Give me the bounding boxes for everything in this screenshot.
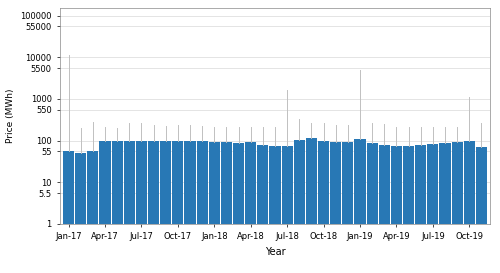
- Bar: [306, 138, 317, 224]
- Bar: [282, 146, 292, 224]
- Bar: [208, 143, 220, 224]
- Bar: [124, 141, 135, 224]
- Bar: [428, 144, 438, 224]
- Bar: [172, 141, 184, 224]
- Bar: [415, 145, 426, 224]
- Bar: [100, 141, 110, 224]
- Bar: [148, 141, 159, 224]
- Bar: [403, 146, 414, 224]
- Bar: [221, 143, 232, 224]
- Bar: [196, 141, 207, 224]
- Bar: [354, 139, 366, 224]
- X-axis label: Year: Year: [264, 247, 285, 257]
- Bar: [245, 143, 256, 224]
- Bar: [160, 141, 172, 224]
- Bar: [75, 153, 86, 224]
- Bar: [136, 141, 147, 224]
- Bar: [63, 151, 74, 224]
- Y-axis label: Price (MWh): Price (MWh): [6, 89, 15, 143]
- Bar: [258, 145, 268, 224]
- Bar: [270, 146, 280, 224]
- Bar: [366, 144, 378, 224]
- Bar: [330, 143, 342, 224]
- Bar: [378, 145, 390, 224]
- Bar: [318, 141, 329, 224]
- Bar: [464, 141, 475, 224]
- Bar: [342, 143, 353, 224]
- Bar: [233, 144, 244, 224]
- Bar: [184, 141, 196, 224]
- Bar: [391, 146, 402, 224]
- Bar: [440, 144, 450, 224]
- Bar: [294, 140, 305, 224]
- Bar: [87, 151, 99, 224]
- Bar: [112, 141, 122, 224]
- Bar: [476, 147, 487, 224]
- Bar: [452, 143, 463, 224]
